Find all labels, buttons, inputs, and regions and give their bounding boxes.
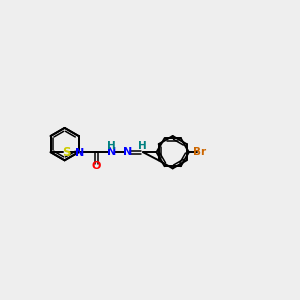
Text: H: H bbox=[138, 141, 147, 151]
Text: H: H bbox=[107, 141, 116, 151]
Text: S: S bbox=[61, 146, 70, 159]
Text: N: N bbox=[122, 147, 132, 157]
Text: Br: Br bbox=[194, 147, 207, 157]
Text: O: O bbox=[92, 161, 101, 171]
Text: N: N bbox=[76, 148, 85, 158]
Text: N: N bbox=[107, 147, 116, 157]
